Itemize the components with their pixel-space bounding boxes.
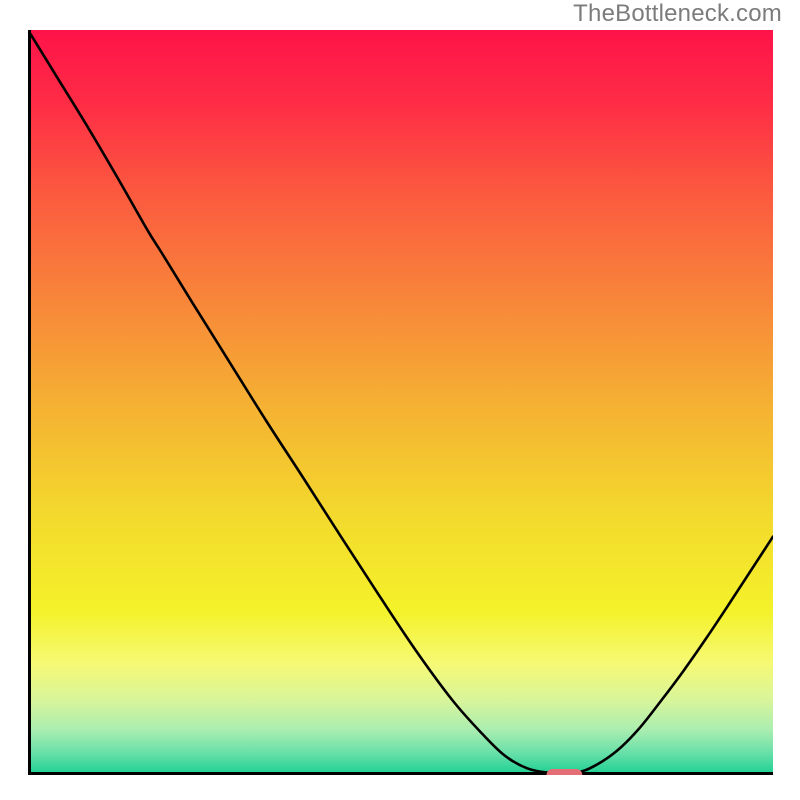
chart-svg: [28, 30, 773, 775]
optimal-marker: [547, 769, 583, 775]
bottleneck-chart: [28, 30, 773, 775]
watermark-text: TheBottleneck.com: [573, 0, 782, 28]
chart-frame: TheBottleneck.com: [0, 0, 800, 800]
chart-background: [28, 30, 773, 775]
